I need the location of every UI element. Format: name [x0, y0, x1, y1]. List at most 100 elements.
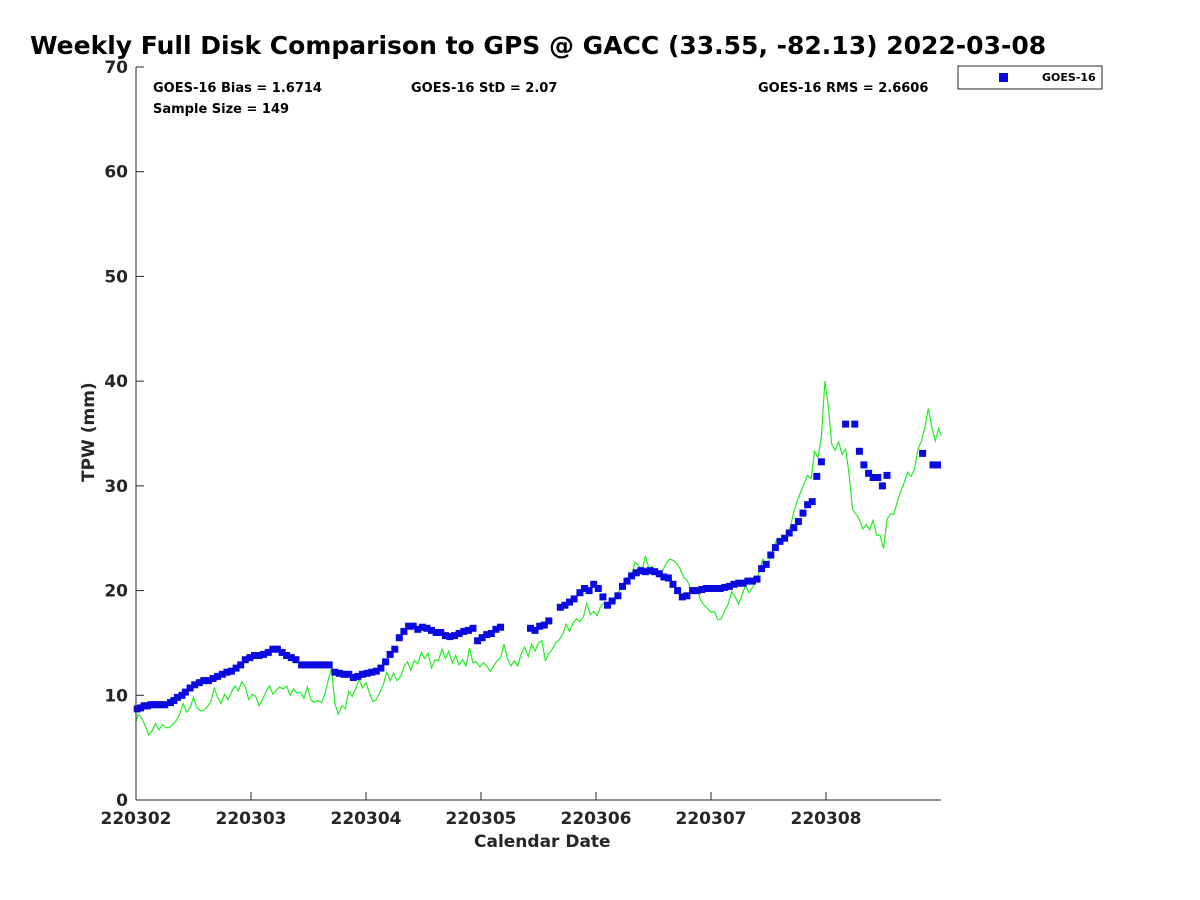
goes16-point — [748, 577, 756, 585]
goes16-point — [865, 469, 873, 477]
goes16-point — [331, 668, 339, 676]
goes16-point — [794, 518, 802, 525]
goes16-point — [469, 624, 477, 632]
goes16-point — [919, 449, 927, 457]
goes16-point — [423, 624, 431, 632]
goes16-point — [474, 637, 482, 645]
y-tick-label: 20 — [104, 582, 128, 602]
x-axis-label: Calendar Date — [474, 832, 611, 852]
goes16-point — [860, 461, 868, 469]
x-tick-label: 220305 — [446, 809, 517, 829]
goes16-point — [576, 589, 584, 597]
goes16-point — [218, 670, 226, 678]
goes16-point — [278, 648, 286, 656]
plot-area — [133, 381, 942, 737]
goes16-point — [767, 551, 775, 559]
goes16-point — [241, 656, 249, 664]
chart-title: Weekly Full Disk Comparison to GPS @ GAC… — [30, 31, 1046, 60]
goes16-point — [744, 577, 752, 585]
goes16-point — [292, 656, 300, 664]
goes16-point — [929, 461, 937, 469]
goes16-point — [460, 627, 468, 635]
gps-line — [135, 381, 942, 737]
y-tick-label: 0 — [116, 791, 128, 811]
goes16-point — [883, 471, 891, 479]
goes16-point — [372, 667, 380, 675]
goes16-point — [161, 701, 169, 709]
goes16-series — [133, 420, 941, 713]
goes16-point — [808, 498, 816, 506]
goes16-point — [349, 674, 357, 681]
goes16-point — [340, 670, 348, 678]
goes16-point — [232, 664, 240, 672]
goes16-point — [181, 688, 189, 696]
y-tick-label: 60 — [104, 163, 128, 183]
goes16-point — [799, 509, 807, 517]
goes16-point — [608, 597, 616, 605]
goes16-point — [325, 661, 333, 669]
goes16-point — [391, 645, 399, 653]
y-tick-label: 40 — [104, 372, 128, 392]
goes16-point — [492, 625, 500, 633]
goes16-point — [227, 667, 235, 675]
goes16-point — [446, 633, 454, 641]
goes16-point — [874, 474, 882, 481]
goes16-point — [614, 592, 622, 600]
goes16-point — [487, 630, 495, 637]
goes16-point — [669, 580, 677, 588]
goes16-point — [395, 634, 403, 642]
goes16-point — [655, 570, 663, 578]
goes16-point — [804, 501, 812, 509]
goes16-point — [273, 645, 281, 653]
goes16-point — [223, 668, 231, 676]
goes16-point — [585, 587, 593, 595]
goes16-point — [302, 661, 310, 669]
goes16-point — [735, 579, 743, 587]
goes16-point — [464, 626, 472, 634]
goes16-point — [287, 654, 295, 662]
y-axis-label: TPW (mm) — [79, 382, 99, 482]
x-tick-label: 220308 — [791, 809, 862, 829]
goes16-point — [683, 592, 691, 600]
goes16-point — [869, 474, 877, 481]
goes16-point — [307, 661, 315, 669]
y-tick-label: 50 — [104, 267, 128, 287]
goes16-point — [368, 668, 376, 676]
bias-stat: GOES-16 Bias = 1.6714 — [153, 81, 322, 96]
goes16-point — [451, 632, 459, 640]
goes16-point — [556, 603, 564, 611]
goes16-point — [311, 661, 319, 669]
goes16-point — [386, 650, 394, 658]
goes16-point — [646, 567, 654, 575]
goes16-point — [186, 684, 194, 692]
goes16-point — [441, 632, 449, 640]
goes16-point — [594, 585, 602, 592]
gps-series — [135, 381, 942, 737]
goes16-point — [660, 573, 668, 581]
y-tick-label: 70 — [104, 58, 128, 78]
goes16-point — [674, 587, 682, 595]
goes16-point — [628, 572, 636, 580]
goes16-point — [813, 472, 821, 480]
goes16-point — [345, 670, 353, 678]
goes16-point — [200, 677, 208, 685]
goes16-point — [455, 630, 463, 637]
goes16-point — [581, 585, 588, 592]
goes16-point — [664, 574, 672, 582]
legend: GOES-16 — [957, 65, 1103, 90]
goes16-point — [377, 664, 385, 672]
x-tick-label: 220306 — [561, 809, 632, 829]
goes16-point — [842, 420, 850, 428]
goes16-point — [428, 626, 435, 634]
goes16-point — [878, 482, 886, 490]
x-tick-label: 220302 — [101, 809, 172, 829]
goes16-point — [214, 672, 222, 680]
goes16-point — [632, 569, 640, 577]
goes16-point — [204, 677, 212, 685]
goes16-point — [817, 458, 825, 466]
goes16-point — [363, 669, 371, 677]
std-stat: GOES-16 StD = 2.07 — [411, 81, 557, 96]
goes16-point — [400, 627, 408, 635]
goes16-point — [623, 577, 631, 585]
